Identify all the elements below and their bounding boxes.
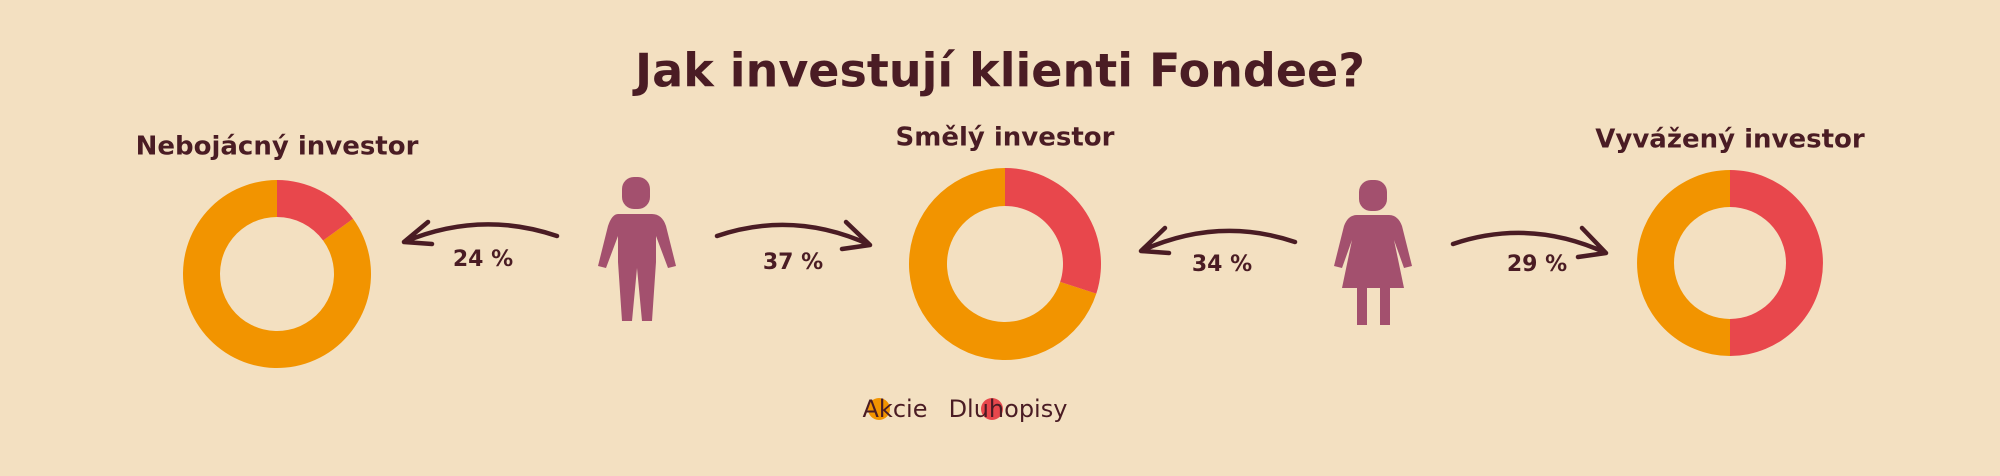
chart-title: Nebojácný investor — [136, 132, 419, 162]
legend-marker — [981, 398, 1003, 420]
donut-segment — [909, 168, 1097, 360]
donut-segment — [277, 180, 354, 241]
arrow — [1138, 225, 1298, 256]
man-icon — [598, 177, 676, 321]
legend-marker — [868, 398, 890, 420]
flow-label: 34 % — [1192, 252, 1252, 277]
legend-label: Akcie — [863, 395, 928, 423]
arrow — [1450, 225, 1609, 260]
donut-segment — [1730, 170, 1823, 356]
donut-segment — [1637, 170, 1730, 356]
arrow — [714, 219, 873, 252]
flow-label: 29 % — [1507, 252, 1567, 277]
donut-segment — [1005, 168, 1101, 294]
flow-label: 24 % — [453, 247, 513, 272]
woman-icon — [1334, 180, 1412, 325]
arrow — [401, 219, 560, 247]
title: Jak investují klienti Fondee? — [632, 44, 1365, 98]
legend-label: Dluhopisy — [949, 395, 1068, 423]
chart-title: Smělý investor — [896, 123, 1115, 153]
donut-segment — [182, 180, 371, 368]
chart-title: Vyvážený investor — [1595, 125, 1865, 155]
flow-label: 37 % — [763, 250, 823, 275]
